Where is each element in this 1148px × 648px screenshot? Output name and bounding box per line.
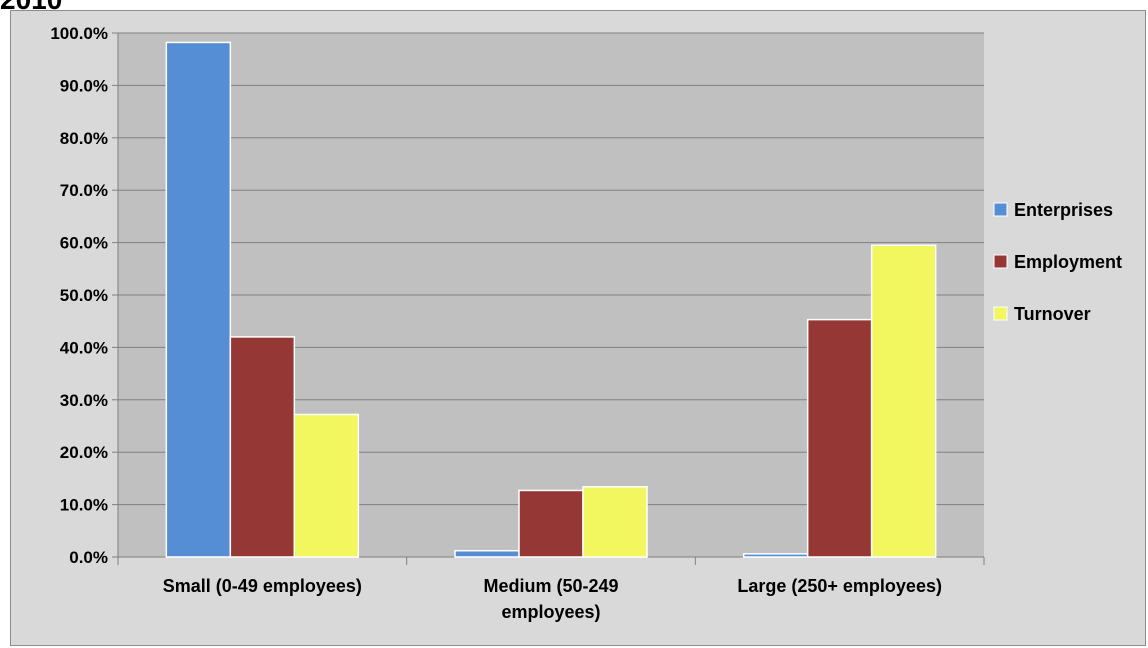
- y-tick-label: 70.0%: [60, 181, 108, 200]
- y-tick-label: 50.0%: [60, 286, 108, 305]
- bar-enterprises: [165, 41, 232, 558]
- y-tick-label: 10.0%: [60, 496, 108, 515]
- bar-turnover: [870, 244, 937, 558]
- y-tick-label: 30.0%: [60, 391, 108, 410]
- bar-employment: [229, 336, 296, 558]
- legend-swatch-turnover: [993, 306, 1008, 321]
- y-tick-label: 60.0%: [60, 234, 108, 253]
- x-category-label: Large (250+ employees): [737, 576, 942, 596]
- bar-employment: [806, 318, 873, 558]
- y-tick-label: 40.0%: [60, 338, 108, 357]
- legend-label-turnover: Turnover: [1014, 304, 1091, 324]
- legend-swatch-enterprises: [993, 202, 1008, 217]
- x-category-label: employees): [501, 602, 600, 622]
- bar-enterprises: [454, 549, 520, 558]
- y-tick-label: 80.0%: [60, 129, 108, 148]
- bar-turnover: [582, 486, 648, 558]
- y-tick-label: 20.0%: [60, 443, 108, 462]
- x-category-label: Medium (50-249: [483, 576, 618, 596]
- legend-swatch-employment: [993, 254, 1008, 269]
- y-tick-label: 100.0%: [50, 24, 108, 43]
- bar-turnover: [293, 413, 360, 558]
- y-tick-label: 90.0%: [60, 76, 108, 95]
- legend-label-enterprises: Enterprises: [1014, 200, 1113, 220]
- y-tick-label: 0.0%: [69, 548, 108, 567]
- x-category-label: Small (0-49 employees): [163, 576, 362, 596]
- bar-employment: [518, 489, 584, 558]
- bar-enterprises: [742, 553, 809, 558]
- legend-label-employment: Employment: [1014, 252, 1122, 272]
